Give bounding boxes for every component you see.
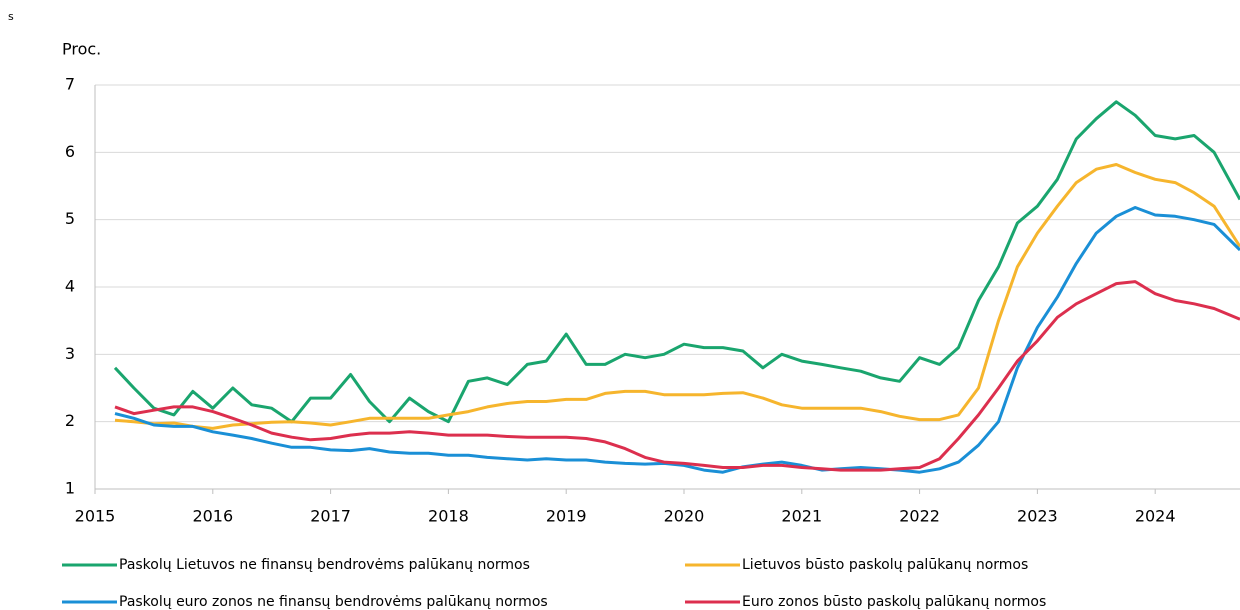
x-tick-label: 2019 [546, 507, 587, 526]
series-line [113, 100, 1240, 424]
y-tick-label: 1 [65, 479, 75, 498]
series-line [114, 163, 1240, 430]
x-tick-label: 2017 [310, 507, 351, 526]
legend-label: Euro zonos būsto paskolų palūkanų normos [742, 594, 1046, 610]
x-tick-label: 2023 [1017, 507, 1058, 526]
x-tick-label: 2021 [781, 507, 822, 526]
x-tick-label: 2024 [1135, 507, 1176, 526]
x-tick-label: 2018 [428, 507, 469, 526]
series-line [114, 206, 1240, 474]
legend-label: Paskolų Lietuvos ne finansų bendrovėms p… [119, 557, 530, 573]
legend-label: Paskolų euro zonos ne finansų bendrovėms… [119, 594, 548, 610]
x-tick-label: 2015 [75, 507, 116, 526]
x-tick-label: 2020 [664, 507, 705, 526]
corner-text: s [8, 10, 14, 23]
y-tick-label: 4 [65, 277, 75, 296]
x-tick-label: 2022 [899, 507, 940, 526]
x-tick-label: 2016 [192, 507, 233, 526]
y-tick-label: 5 [65, 209, 75, 228]
y-tick-label: 7 [65, 75, 75, 94]
y-tick-label: 6 [65, 142, 75, 161]
series-line [114, 280, 1240, 472]
y-axis-label: Proc. [62, 40, 101, 59]
legend-label: Lietuvos būsto paskolų palūkanų normos [742, 557, 1028, 573]
y-tick-label: 3 [65, 344, 75, 363]
y-tick-label: 2 [65, 411, 75, 430]
